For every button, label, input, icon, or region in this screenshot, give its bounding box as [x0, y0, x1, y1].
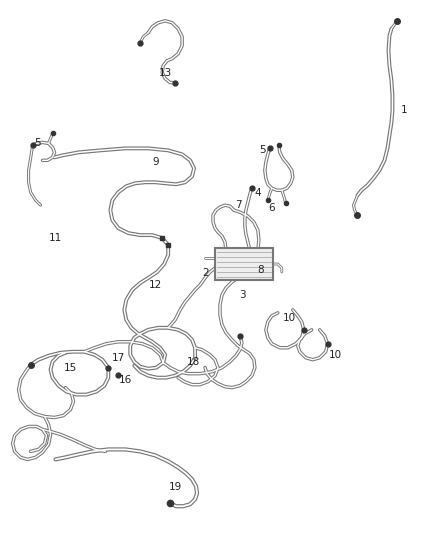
Text: 6: 6: [268, 203, 275, 213]
Text: 9: 9: [152, 157, 159, 167]
Text: 7: 7: [235, 200, 241, 210]
Text: 15: 15: [64, 362, 77, 373]
Text: 10: 10: [283, 313, 297, 323]
Text: 12: 12: [148, 280, 162, 290]
Text: 16: 16: [119, 375, 132, 385]
Text: 1: 1: [401, 106, 408, 116]
Text: 19: 19: [169, 482, 182, 492]
Bar: [215, 248, 273, 280]
Text: 5: 5: [34, 139, 41, 148]
Text: 8: 8: [258, 265, 264, 275]
Text: 2: 2: [203, 268, 209, 278]
Text: 10: 10: [329, 350, 342, 360]
Text: 4: 4: [254, 188, 261, 198]
Text: 11: 11: [49, 233, 62, 243]
Text: 3: 3: [240, 290, 246, 300]
Text: 18: 18: [187, 357, 200, 367]
Text: 13: 13: [159, 68, 172, 78]
Text: 17: 17: [112, 353, 125, 363]
Text: 5: 5: [260, 146, 266, 155]
